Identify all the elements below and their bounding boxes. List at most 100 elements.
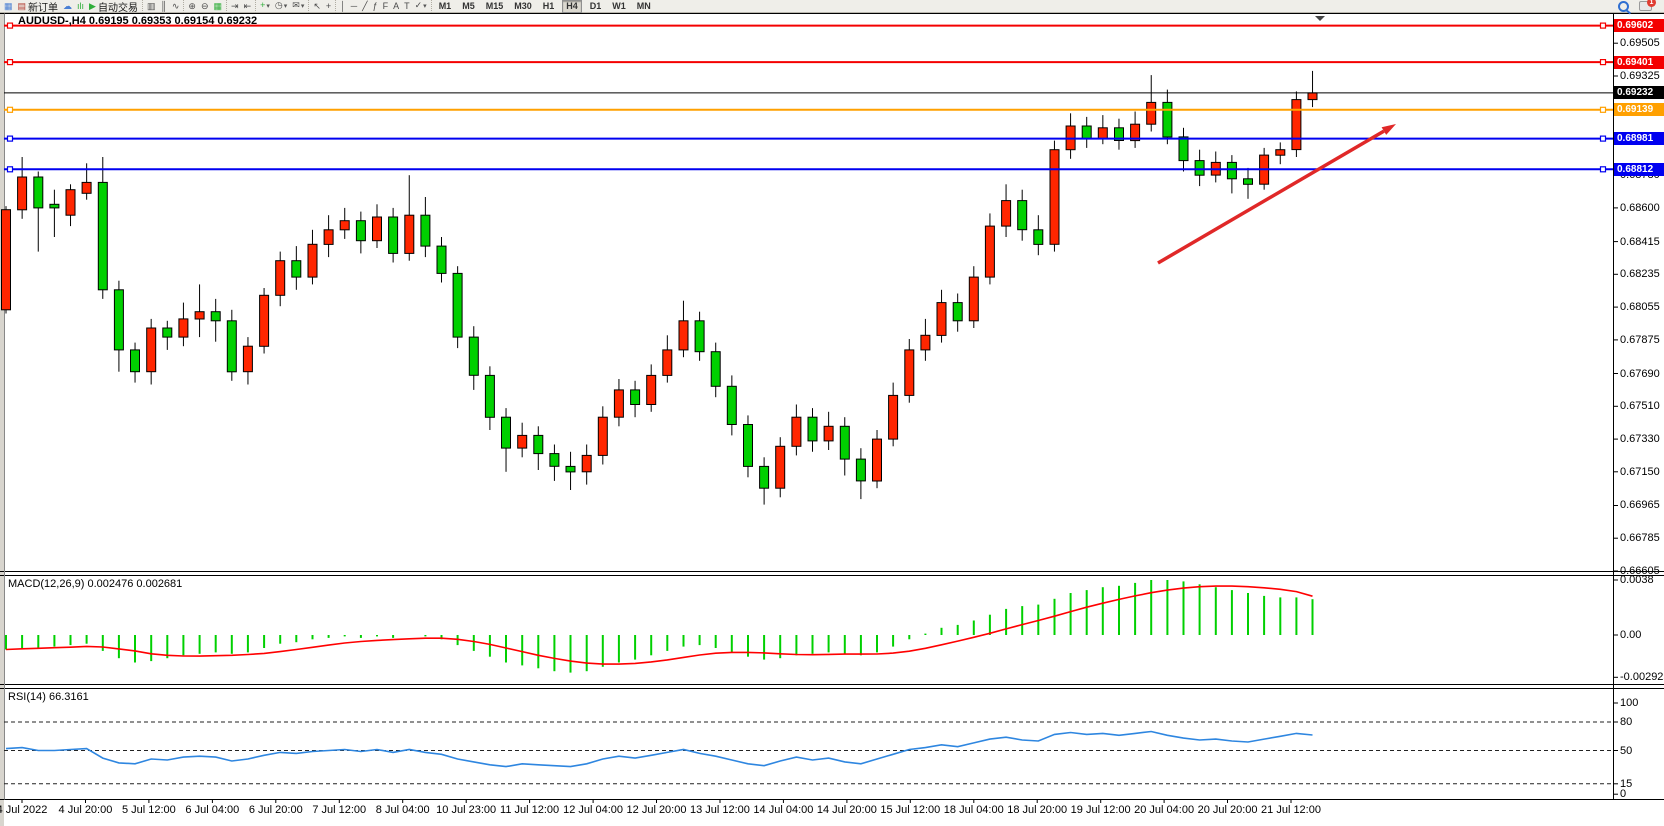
time-axis-label: 19 Jul 12:00 <box>1070 804 1131 816</box>
line-handle[interactable] <box>1599 22 1607 29</box>
community-icon[interactable]: ☁ <box>63 1 73 11</box>
candle-bear <box>162 327 173 338</box>
candle-bull <box>17 176 28 211</box>
timeframe-m15[interactable]: M15 <box>485 0 504 11</box>
dropdown-caret-icon[interactable]: ▾ <box>283 3 288 10</box>
dropdown-caret-icon[interactable]: ▾ <box>266 3 270 10</box>
timeframe-m1[interactable]: M1 <box>438 0 452 11</box>
candle-bull <box>823 425 834 442</box>
line-handle[interactable] <box>6 106 14 113</box>
time-axis-label: 7 Jul 12:00 <box>312 804 367 816</box>
vertical-line-icon[interactable]: │ <box>340 1 346 11</box>
toolbar-group: ⊕ ⊖ ▦ <box>183 0 226 13</box>
tile-windows-icon[interactable]: ▦ <box>213 1 223 11</box>
add-indicator-button[interactable]: +▾ <box>260 0 270 10</box>
line-handle[interactable] <box>6 22 14 29</box>
candle-bear <box>452 272 463 338</box>
candle-bull <box>1275 149 1286 156</box>
candle-bull <box>1097 127 1108 140</box>
line-handle[interactable] <box>1599 135 1607 142</box>
line-handle[interactable] <box>1599 106 1607 113</box>
price-tick-label: 0.67510 <box>1620 400 1660 413</box>
time-axis-label: 14 Jul 04:00 <box>753 804 814 816</box>
price-tick-label: 0.68235 <box>1620 268 1660 281</box>
price-tick-label: 0.66605 <box>1620 565 1660 577</box>
timeframe-m5[interactable]: M5 <box>462 0 475 11</box>
toolbar-group: ↖ + <box>308 0 335 13</box>
zoom-in-icon[interactable]: ⊕ <box>188 1 196 11</box>
text-label-icon[interactable]: T <box>404 1 410 11</box>
candle-bear <box>33 176 44 209</box>
time-axis-label: 18 Jul 20:00 <box>1007 804 1068 816</box>
chat-icon[interactable]: 1 <box>1639 0 1656 11</box>
autotrading-button[interactable]: ▶ 自动交易 <box>89 0 138 14</box>
candle-bull <box>275 260 286 296</box>
candle-bull <box>517 434 528 449</box>
chart-shift-icon[interactable]: ⇤ <box>243 1 252 11</box>
timeframe-h1[interactable]: H1 <box>542 0 555 11</box>
rsi-tick-label: 15 <box>1620 777 1633 790</box>
crosshair-icon[interactable]: + <box>325 1 332 11</box>
new-order-button[interactable]: ▤ 新订单 <box>17 0 59 14</box>
candle-bear <box>113 289 124 351</box>
search-icon[interactable] <box>1618 0 1629 12</box>
dropdown-caret-icon[interactable]: ▾ <box>423 3 427 10</box>
dropdown-caret-icon[interactable]: ▾ <box>300 3 305 10</box>
candle-bear <box>436 245 447 274</box>
candle-bear <box>726 385 737 425</box>
auto-scroll-icon[interactable]: ⇥ <box>231 1 239 11</box>
candle-bear <box>549 453 560 467</box>
chart-window-icon[interactable]: ▦ <box>4 1 13 11</box>
candle-bull <box>178 318 189 338</box>
trend-arrow[interactable] <box>1157 129 1385 265</box>
candle-bear <box>807 416 818 442</box>
fibonacci-icon[interactable]: F <box>382 1 389 11</box>
time-axis-label: 15 Jul 12:00 <box>880 804 941 816</box>
candle-bull <box>339 220 350 231</box>
price-tick-label: 0.67690 <box>1620 367 1660 380</box>
timeframe-m30[interactable]: M30 <box>514 0 532 11</box>
line-handle[interactable] <box>6 58 14 66</box>
cursor-icon[interactable]: ↖ <box>313 1 321 11</box>
candlestick-chart-icon[interactable]: ║ <box>160 1 167 11</box>
candle-bear <box>759 465 770 489</box>
candle-bull <box>372 216 382 242</box>
candle-bear <box>420 214 431 247</box>
chart-shift-marker[interactable] <box>1315 16 1325 21</box>
rsi-indicator-label: RSI(14) 66.3161 <box>8 691 89 703</box>
time-axis-label: 13 Jul 12:00 <box>689 804 750 816</box>
timeframe-h4[interactable]: H4 <box>562 0 582 13</box>
line-handle[interactable] <box>6 166 14 173</box>
timeframe-w1[interactable]: W1 <box>612 0 626 11</box>
candle-bull <box>194 311 205 320</box>
arrows-icon[interactable]: ✓▾ <box>414 0 427 10</box>
rsi-tick-label: 50 <box>1620 744 1633 757</box>
line-chart-icon[interactable]: ∿ <box>171 1 180 11</box>
zoom-out-icon[interactable]: ⊖ <box>200 1 209 11</box>
price-badge: 0.69139 <box>1614 103 1664 117</box>
horizontal-line-icon[interactable]: ─ <box>350 1 358 11</box>
timeframe-mn[interactable]: MN <box>636 0 651 11</box>
line-handle[interactable] <box>6 135 14 142</box>
mobile-signal-icon[interactable]: ılı <box>77 1 85 11</box>
candle-bear <box>1114 127 1124 142</box>
time-axis-label: 12 Jul 04:00 <box>563 804 624 816</box>
candle-bull <box>662 349 673 376</box>
bar-chart-icon[interactable]: ▥ <box>146 1 156 11</box>
equidistant-channel-icon[interactable]: ƒ <box>372 1 378 11</box>
price-tick-label: 0.67330 <box>1620 433 1660 446</box>
time-axis-label: 10 Jul 23:00 <box>436 804 497 816</box>
price-badge: 0.69602 <box>1614 19 1664 33</box>
periods-button[interactable]: ◷▾ <box>274 0 288 10</box>
toolbar-groups: ▦ ▤ 新订单 ☁ ılı ▶ 自动交易 ▥ ║ ∿ ⊕ ⊖ ▦ ⇥ ⇤ +▾ ◷▾ ✉▾ ↖ + │ ─ ╱ ƒ F A T ✓▾ M… <box>0 0 658 14</box>
candle-bear <box>501 416 511 449</box>
line-handle[interactable] <box>1599 58 1607 66</box>
text-icon[interactable]: A <box>393 1 400 11</box>
candle-bull <box>1307 92 1318 101</box>
trendline-icon[interactable]: ╱ <box>362 1 368 11</box>
line-handle[interactable] <box>1599 166 1607 173</box>
timeframe-d1[interactable]: D1 <box>589 0 602 11</box>
trend-arrow-head[interactable] <box>1381 124 1396 135</box>
templates-button[interactable]: ✉▾ <box>292 0 305 10</box>
